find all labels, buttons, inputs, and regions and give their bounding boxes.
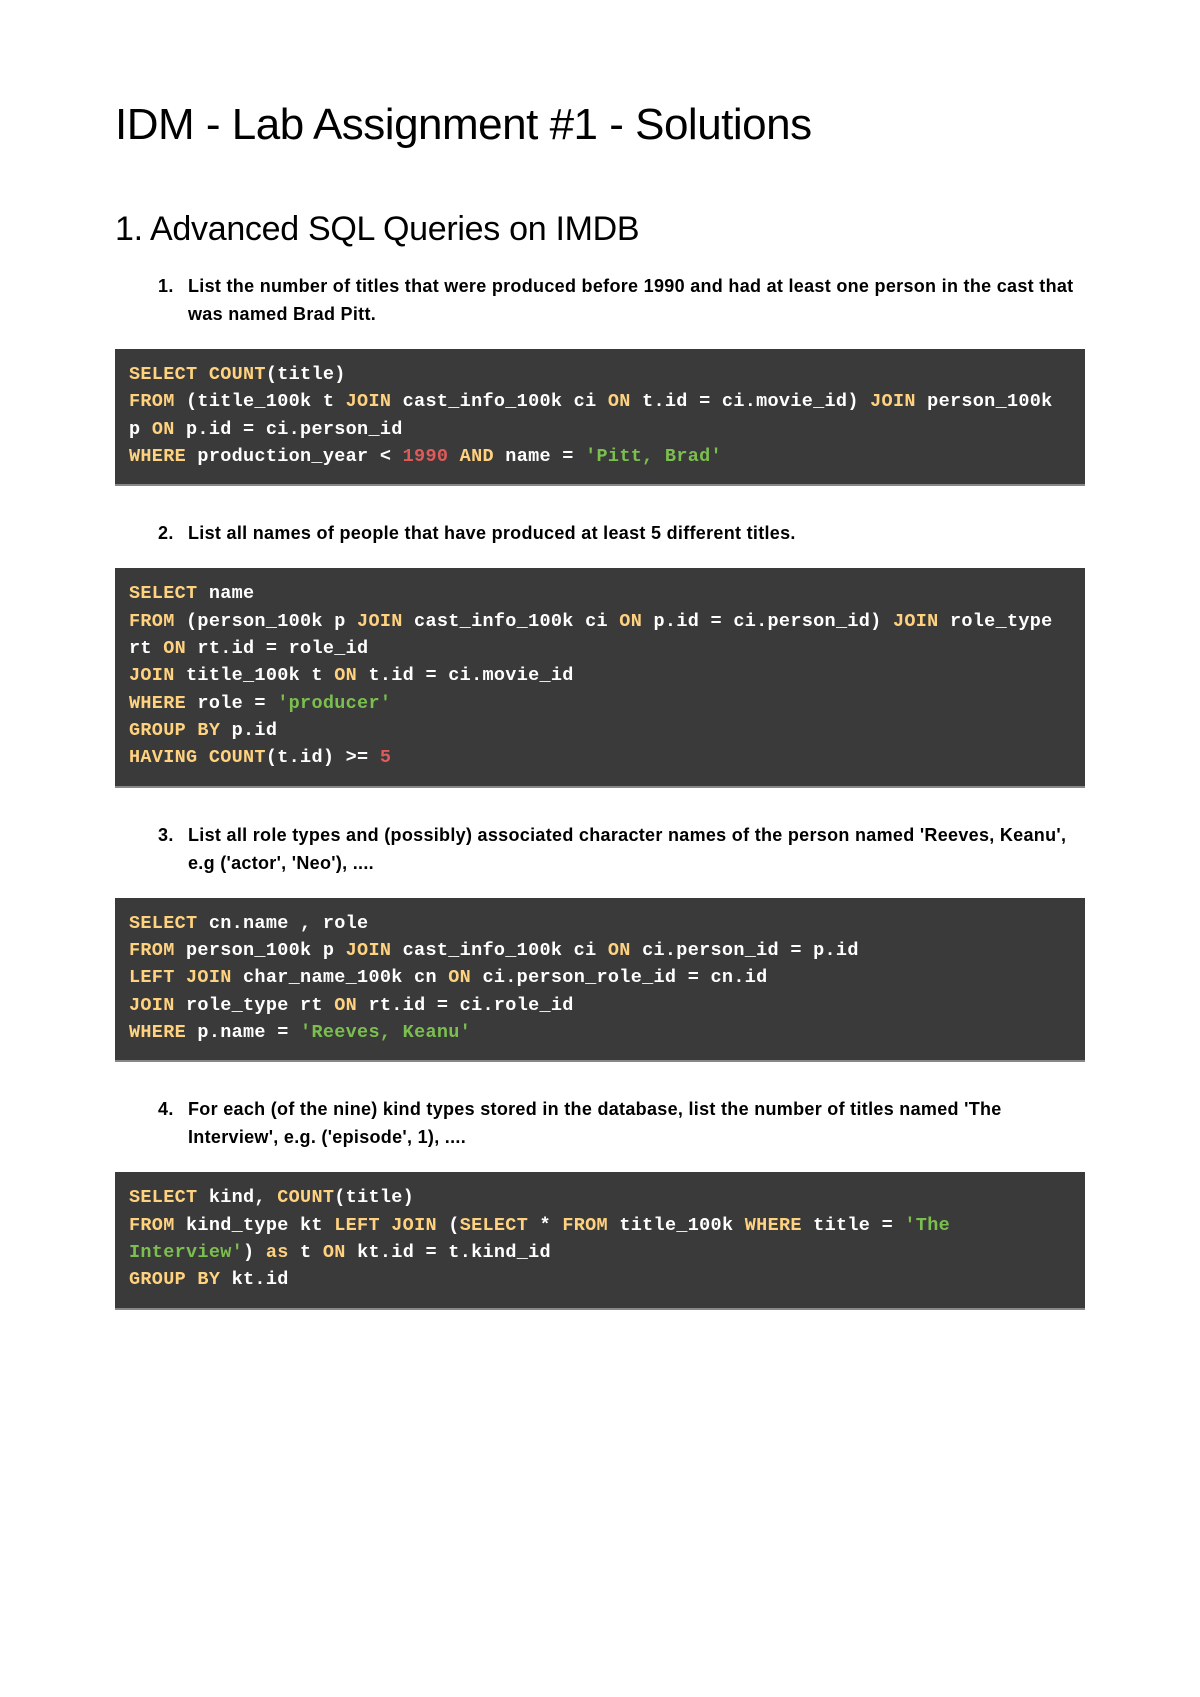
question-1: List the number of titles that were prod…: [158, 273, 1085, 329]
code-block-4: SELECT kind, COUNT(title) FROM kind_type…: [115, 1172, 1085, 1310]
section-heading: 1. Advanced SQL Queries on IMDB: [115, 210, 1085, 249]
question-3: List all role types and (possibly) assoc…: [158, 822, 1085, 878]
question-2: List all names of people that have produ…: [158, 520, 1085, 548]
code-block-2: SELECT name FROM (person_100k p JOIN cas…: [115, 568, 1085, 788]
page-title: IDM - Lab Assignment #1 - Solutions: [115, 100, 1085, 150]
code-block-1: SELECT COUNT(title) FROM (title_100k t J…: [115, 349, 1085, 487]
code-block-3: SELECT cn.name , role FROM person_100k p…: [115, 898, 1085, 1063]
question-4: For each (of the nine) kind types stored…: [158, 1096, 1085, 1152]
